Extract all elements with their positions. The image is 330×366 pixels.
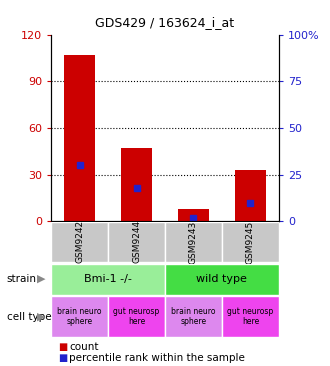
Bar: [108, 222, 165, 262]
Text: brain neuro
sphere: brain neuro sphere: [171, 307, 216, 326]
Bar: [64, 55, 95, 221]
Text: percentile rank within the sample: percentile rank within the sample: [69, 353, 245, 363]
Bar: [51, 222, 108, 262]
Text: cell type: cell type: [7, 311, 51, 322]
Text: Bmi-1 -/-: Bmi-1 -/-: [84, 274, 132, 284]
Text: wild type: wild type: [196, 274, 248, 284]
Bar: [178, 209, 209, 221]
Text: brain neuro
sphere: brain neuro sphere: [57, 307, 102, 326]
Bar: [165, 296, 222, 337]
Text: ▶: ▶: [37, 274, 46, 284]
Text: count: count: [69, 342, 99, 352]
Text: ■: ■: [58, 342, 67, 352]
Bar: [108, 296, 165, 337]
Text: gut neurosp
here: gut neurosp here: [114, 307, 160, 326]
Bar: [51, 264, 165, 295]
Bar: [222, 222, 279, 262]
Text: GSM9244: GSM9244: [132, 220, 141, 264]
Text: gut neurosp
here: gut neurosp here: [227, 307, 274, 326]
Bar: [222, 296, 279, 337]
Bar: [121, 148, 152, 221]
Bar: [165, 222, 222, 262]
Text: GDS429 / 163624_i_at: GDS429 / 163624_i_at: [95, 16, 235, 30]
Bar: [235, 170, 266, 221]
Text: strain: strain: [7, 274, 37, 284]
Text: ▶: ▶: [37, 311, 46, 322]
Text: GSM9242: GSM9242: [75, 220, 84, 264]
Text: ■: ■: [58, 353, 67, 363]
Bar: [51, 296, 108, 337]
Text: GSM9243: GSM9243: [189, 220, 198, 264]
Text: GSM9245: GSM9245: [246, 220, 255, 264]
Bar: [165, 264, 279, 295]
